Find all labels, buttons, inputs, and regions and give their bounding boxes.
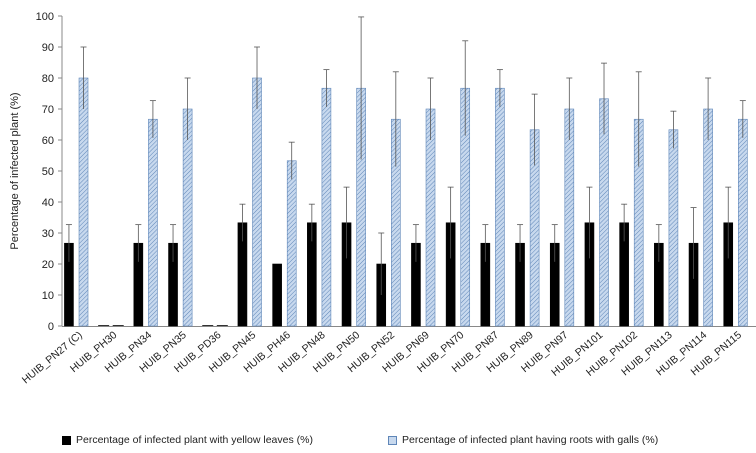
legend-item-root-galls: Percentage of infected plant having root… (388, 434, 658, 446)
category-label: HUIB_PN27 (C) (20, 329, 85, 386)
labels: 0 10 20 30 40 50 60 70 80 90 100 Percentage of infe… (9, 11, 744, 386)
y-tick-label: 80 (42, 73, 54, 85)
axes (58, 15, 756, 327)
bar (703, 108, 713, 327)
legend-label-yellow-leaves: Percentage of infected plant with yellow… (76, 434, 313, 446)
bar (564, 108, 575, 327)
y-tick-label: 50 (42, 166, 54, 178)
legend-swatch-root-galls (388, 435, 397, 445)
y-tick-label: 70 (42, 104, 54, 116)
y-tick-label: 90 (42, 42, 54, 54)
bar (668, 129, 679, 327)
bars (64, 16, 748, 327)
y-tick-label: 100 (36, 11, 54, 23)
y-tick-label: 30 (42, 228, 54, 240)
y-tick-label: 10 (42, 290, 54, 302)
y-tick-label: 40 (42, 197, 54, 209)
y-tick-label: 0 (48, 321, 54, 333)
y-axis-title: Percentage of infected plant (%) (9, 92, 21, 249)
bar (425, 108, 436, 327)
bar (272, 263, 282, 327)
bar (182, 108, 193, 327)
bar (321, 87, 332, 327)
bar (148, 118, 158, 327)
bar (286, 160, 297, 327)
y-tick-label: 20 (42, 259, 54, 271)
bar (252, 77, 262, 327)
y-tick-label: 60 (42, 135, 54, 147)
bar (495, 87, 505, 327)
legend-item-yellow-leaves: Percentage of infected plant with yellow… (62, 434, 313, 446)
bar (78, 77, 89, 327)
legend-label-root-galls: Percentage of infected plant having root… (402, 434, 659, 446)
legend-swatch-yellow-leaves (62, 435, 71, 445)
bar (738, 118, 748, 327)
